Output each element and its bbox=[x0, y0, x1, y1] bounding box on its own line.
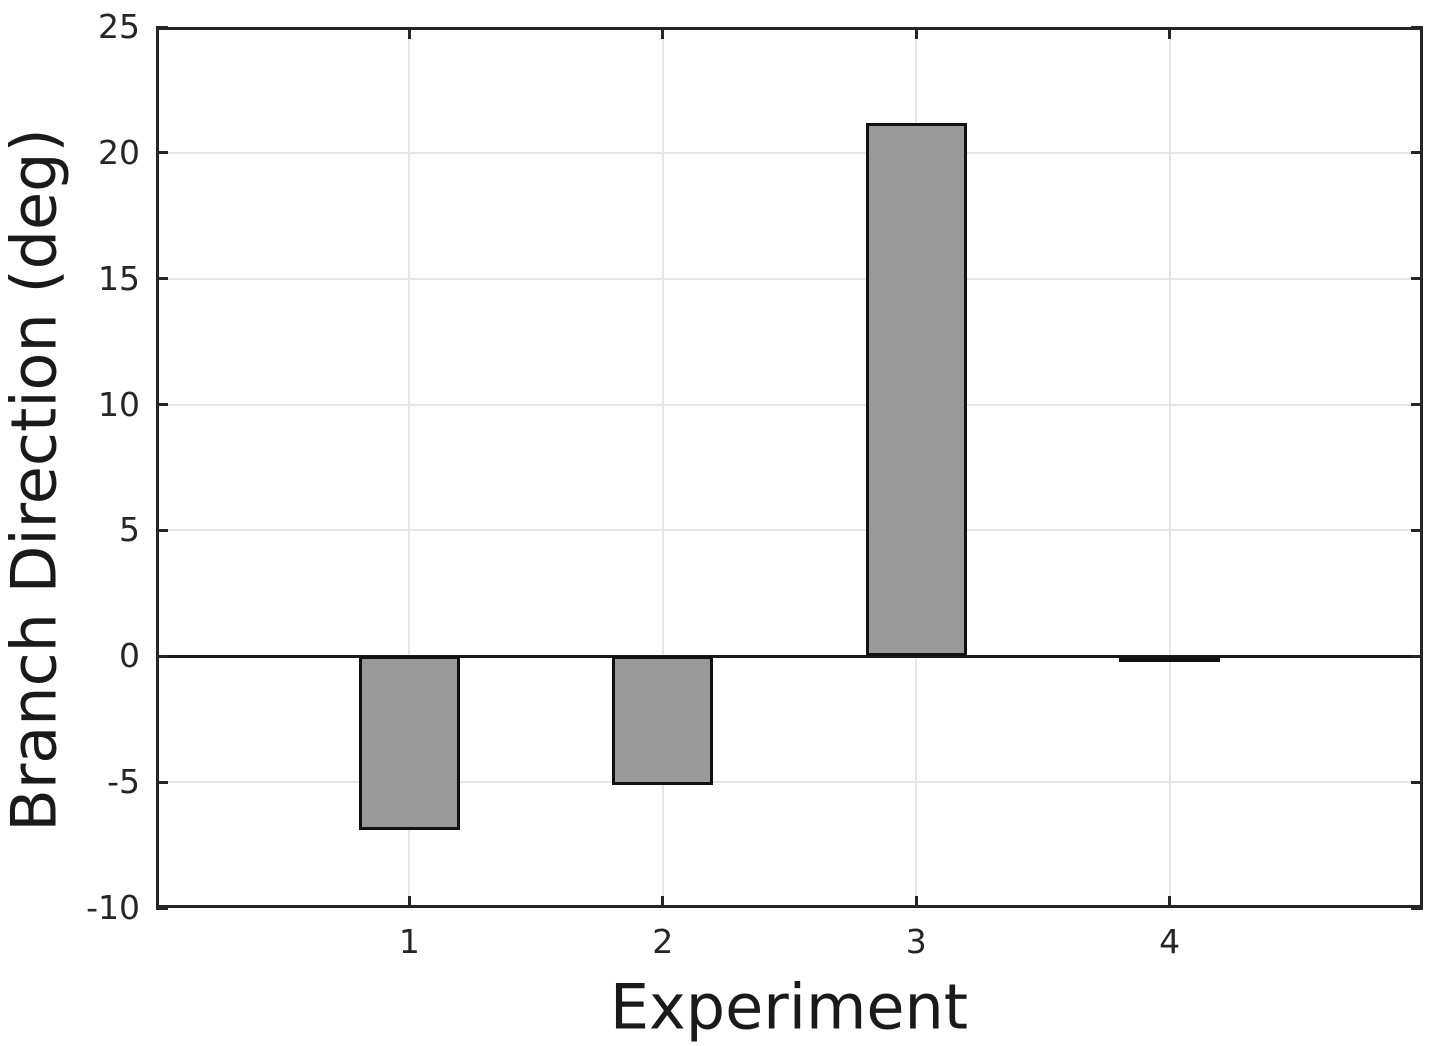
bar-experiment-4 bbox=[1118, 656, 1221, 663]
bar-experiment-1 bbox=[358, 656, 461, 830]
y-tick-label-25: 25 bbox=[98, 7, 140, 46]
h-gridline--5 bbox=[156, 781, 1423, 784]
axes-frame bbox=[156, 27, 1423, 908]
x-tickmark-bottom-3 bbox=[914, 896, 918, 908]
y-tickmark-left-5 bbox=[156, 528, 168, 532]
y-tickmark-right-20 bbox=[1411, 151, 1423, 155]
y-tickmark-left-15 bbox=[156, 277, 168, 281]
y-tick-label-15: 15 bbox=[98, 258, 140, 298]
y-tickmark-right-25 bbox=[1411, 25, 1423, 29]
y-tickmark-left-25 bbox=[156, 25, 168, 29]
y-tickmark-right-5 bbox=[1411, 528, 1423, 532]
h-gridline-10 bbox=[156, 403, 1423, 406]
x-tickmark-top-4 bbox=[1168, 27, 1172, 39]
y-tickmark-left-10 bbox=[156, 403, 168, 407]
zero-baseline bbox=[156, 654, 1423, 658]
y-tickmark-left--10 bbox=[156, 906, 168, 910]
v-gridline-2 bbox=[661, 27, 664, 908]
x-tickmark-top-2 bbox=[661, 27, 665, 39]
y-tickmark-left--5 bbox=[156, 780, 168, 784]
x-tick-label-4: 4 bbox=[1159, 922, 1181, 961]
bar-experiment-2 bbox=[612, 656, 714, 785]
y-tickmark-right--5 bbox=[1411, 780, 1423, 784]
y-tick-label--10: -10 bbox=[86, 888, 140, 927]
y-tick-label-0: 0 bbox=[119, 636, 140, 676]
y-tick-label--5: -5 bbox=[107, 762, 140, 802]
y-tickmark-left-20 bbox=[156, 151, 168, 155]
y-tick-label-5: 5 bbox=[119, 510, 140, 550]
x-tickmark-top-1 bbox=[407, 27, 411, 39]
x-axis-label: Experiment bbox=[609, 970, 969, 1044]
y-tickmark-right--10 bbox=[1411, 906, 1423, 910]
plot-area bbox=[156, 25, 1423, 910]
y-axis-label: Branch Direction (deg) bbox=[0, 128, 71, 832]
v-gridline-1 bbox=[408, 27, 411, 908]
y-tick-label-20: 20 bbox=[98, 132, 140, 172]
y-tickmark-left-0 bbox=[156, 654, 168, 658]
x-tickmark-bottom-4 bbox=[1168, 896, 1172, 908]
x-tickmark-bottom-2 bbox=[661, 896, 665, 908]
h-gridline-20 bbox=[156, 151, 1423, 154]
y-tickmark-right-0 bbox=[1411, 654, 1423, 658]
x-tick-label-2: 2 bbox=[652, 922, 674, 961]
y-tick-label-10: 10 bbox=[98, 384, 140, 424]
x-tickmark-bottom-1 bbox=[407, 896, 411, 908]
y-tickmark-right-10 bbox=[1411, 403, 1423, 407]
v-gridline-4 bbox=[1168, 27, 1171, 908]
y-tickmark-right-15 bbox=[1411, 277, 1423, 281]
h-gridline-15 bbox=[156, 277, 1423, 280]
x-tickmark-top-3 bbox=[914, 27, 918, 39]
x-tick-label-1: 1 bbox=[398, 922, 420, 961]
x-tick-label-3: 3 bbox=[905, 922, 927, 961]
h-gridline-5 bbox=[156, 529, 1423, 532]
bar-experiment-3 bbox=[865, 122, 967, 657]
